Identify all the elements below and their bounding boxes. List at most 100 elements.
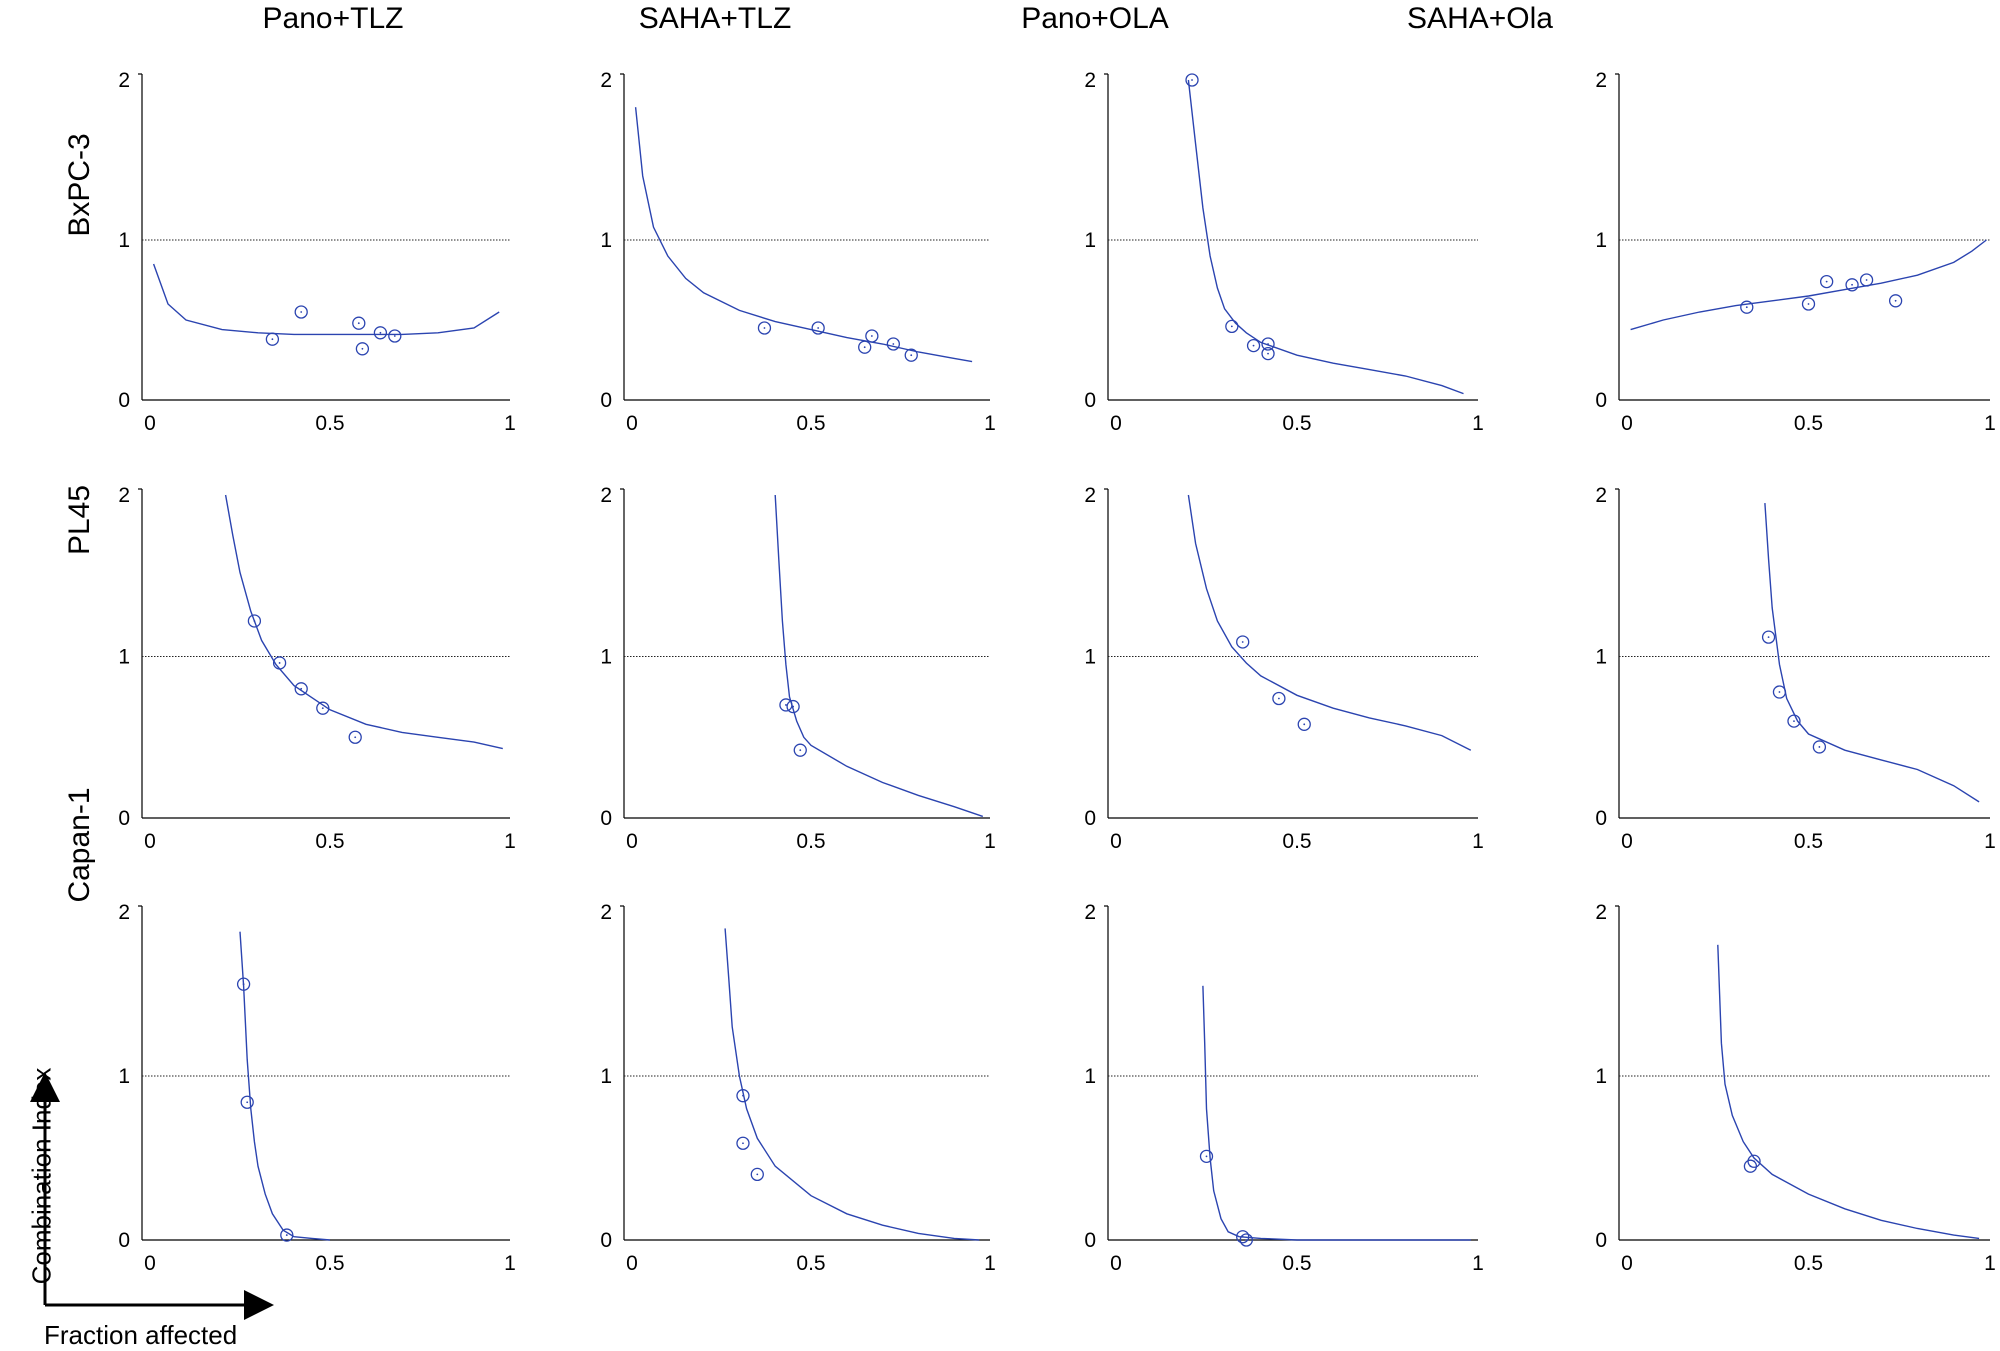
panel: 0 0.5 1 0 1 2 (1084, 901, 1484, 1275)
data-point-center (1807, 303, 1810, 305)
y-tick-label: 0 (118, 807, 130, 830)
data-point-center (910, 354, 913, 357)
data-point (1888, 294, 1903, 308)
data-point (1801, 297, 1816, 311)
y-tick-label: 1 (118, 646, 130, 669)
data-point-center (242, 983, 245, 986)
x-tick-label: 0.5 (1794, 412, 1823, 435)
y-tick-label: 0 (1084, 1229, 1096, 1252)
x-tick-label: 0 (626, 830, 638, 853)
data-point-center (1825, 280, 1828, 283)
data-point-center (246, 1101, 249, 1104)
fit-curve (1764, 503, 1980, 803)
data-point (757, 321, 772, 335)
y-tick-label: 1 (600, 229, 612, 252)
x-tick-label: 1 (504, 1252, 516, 1275)
data-point (316, 701, 330, 715)
data-point-center (817, 327, 820, 329)
panel: 0 0.5 1 0 1 2 (1595, 69, 1996, 435)
fit-curve (1717, 944, 1980, 1240)
panel: 0 0.5 1 0 1 2 (1084, 69, 1484, 435)
data-point (1812, 740, 1827, 754)
data-point (272, 656, 287, 670)
data-point (811, 321, 825, 335)
data-point (1225, 319, 1239, 334)
data-point-center (1767, 636, 1770, 639)
column-title-pano-tlz: Pano+TLZ (262, 2, 404, 35)
y-tick-label: 2 (1084, 484, 1096, 507)
data-point-center (1745, 306, 1748, 309)
data-point-center (763, 327, 766, 329)
x-tick-label: 0 (626, 1252, 638, 1275)
data-point-center (756, 1173, 759, 1176)
data-point (348, 730, 362, 744)
y-tick-label: 2 (600, 901, 612, 924)
column-title-saha-tlz: SAHA+TLZ (638, 2, 792, 35)
data-point-center (379, 331, 382, 334)
panel: 0 0.5 1 0 1 2 (118, 901, 516, 1275)
y-tick-label: 1 (1084, 1065, 1096, 1088)
data-point (886, 337, 900, 351)
data-point-center (1245, 1239, 1248, 1241)
x-tick-label: 1 (1472, 830, 1484, 853)
y-tick-label: 1 (1595, 229, 1607, 252)
data-point-center (1267, 343, 1269, 345)
data-point-center (1230, 325, 1233, 328)
fit-curve (224, 494, 503, 750)
y-tick-label: 0 (118, 1229, 130, 1252)
data-point-center (278, 662, 281, 664)
panel: 0 0.5 1 0 1 2 (118, 69, 516, 435)
data-point (1820, 274, 1834, 289)
y-tick-label: 2 (118, 901, 130, 924)
data-point (1747, 1154, 1761, 1168)
data-point (786, 699, 800, 714)
y-tick-label: 0 (1595, 389, 1607, 412)
x-tick-label: 0 (144, 830, 156, 853)
data-point-center (300, 687, 303, 690)
y-tick-label: 0 (1595, 807, 1607, 830)
panel: 0 0.5 1 0 1 2 (600, 901, 996, 1275)
data-point (373, 326, 388, 340)
data-point-center (1267, 352, 1269, 355)
y-tick-label: 1 (1084, 646, 1096, 669)
data-point (793, 743, 807, 757)
data-point-center (870, 335, 873, 337)
data-point-center (357, 322, 360, 325)
data-point (355, 342, 370, 356)
fit-curve (239, 931, 331, 1241)
data-point (736, 1136, 750, 1150)
data-point (1272, 691, 1286, 706)
x-tick-label: 1 (1472, 1252, 1484, 1275)
y-tick-label: 1 (1595, 646, 1607, 669)
data-point-center (1252, 344, 1255, 347)
panel: 0 0.5 1 0 1 2 (1595, 484, 1996, 853)
y-tick-label: 1 (600, 646, 612, 669)
data-point (1239, 1233, 1253, 1247)
y-tick-label: 2 (600, 484, 612, 507)
data-point (1246, 338, 1261, 353)
data-point (1261, 346, 1275, 361)
data-point (1740, 300, 1754, 314)
x-tick-label: 0 (1621, 830, 1633, 853)
x-tick-label: 0 (1110, 412, 1122, 435)
x-tick-label: 1 (504, 412, 516, 435)
data-point (352, 316, 366, 330)
data-point-center (1818, 746, 1821, 748)
fit-curve (1187, 79, 1464, 395)
x-tick-label: 0.5 (796, 830, 825, 853)
data-point (388, 329, 402, 343)
panel: 0 0.5 1 0 1 2 (600, 484, 996, 853)
fit-curve (152, 263, 500, 336)
panel: 0 0.5 1 0 1 2 (600, 69, 996, 435)
x-tick-label: 0.5 (796, 412, 825, 435)
column-title-pano-ola: Pano+OLA (1021, 2, 1169, 35)
data-point (240, 1095, 254, 1109)
data-point (865, 329, 879, 343)
data-point-center (863, 346, 866, 349)
y-tick-label: 2 (118, 484, 130, 507)
data-point-center (1793, 720, 1795, 722)
fit-curve (724, 928, 980, 1241)
x-tick-label: 0.5 (1794, 1252, 1823, 1275)
data-point-center (393, 335, 396, 337)
y-tick-label: 0 (1084, 807, 1096, 830)
